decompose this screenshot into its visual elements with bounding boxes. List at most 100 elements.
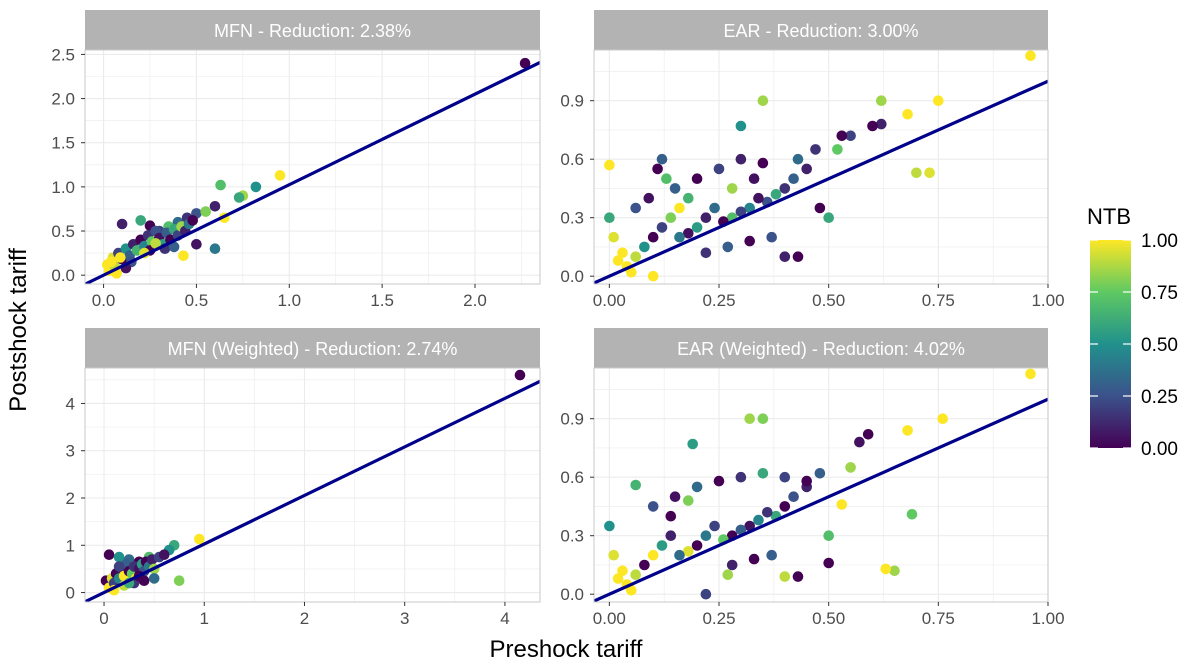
x-tick-label: 0.75 <box>922 291 955 310</box>
data-point <box>722 569 734 580</box>
x-tick-label: 1 <box>200 609 209 628</box>
reference-line <box>594 79 1048 284</box>
data-point <box>691 481 703 493</box>
data-point <box>691 540 703 551</box>
reference-line <box>85 379 540 602</box>
data-point <box>113 551 125 563</box>
data-point <box>1025 50 1036 62</box>
x-tick-label: 0.50 <box>812 609 845 628</box>
y-tick-label: 0.3 <box>560 527 584 546</box>
data-point <box>158 549 170 560</box>
panel-strip <box>85 328 540 368</box>
data-point <box>691 222 703 233</box>
data-point <box>665 510 677 522</box>
data-point <box>691 173 703 184</box>
data-point <box>744 202 755 214</box>
data-point <box>519 57 531 69</box>
data-point <box>608 231 619 243</box>
data-point <box>792 571 804 582</box>
data-point <box>788 491 799 503</box>
data-point <box>726 559 738 571</box>
x-tick-label: 0.00 <box>593 609 626 628</box>
x-tick-label: 0.50 <box>812 291 845 310</box>
data-point <box>700 588 712 600</box>
panel-1: MFN - Reduction: 2.38% 0.0 0.5 1.0 1.5 2.0 0.0… <box>51 10 541 310</box>
data-point <box>823 557 834 569</box>
data-point <box>665 212 677 223</box>
data-point <box>801 163 812 175</box>
data-point <box>766 549 777 561</box>
data-point <box>135 215 146 226</box>
data-point <box>604 159 615 171</box>
data-point <box>612 573 624 584</box>
data-point <box>168 241 180 253</box>
data-point <box>762 507 773 518</box>
data-point <box>630 251 641 262</box>
x-tick-label: 2 <box>300 609 309 628</box>
data-point <box>105 256 117 268</box>
y-tick-label: 0.9 <box>560 92 584 111</box>
data-point <box>735 206 747 218</box>
data-point <box>652 163 663 175</box>
data-point <box>937 413 948 425</box>
x-tick-label: 0.00 <box>593 291 626 310</box>
x-tick-label: 0.25 <box>702 609 735 628</box>
data-point <box>626 585 637 596</box>
data-point <box>836 130 848 142</box>
y-tick-label: 0.9 <box>560 410 584 429</box>
data-point <box>700 212 712 223</box>
x-tick-label: 4 <box>500 609 509 628</box>
data-point <box>683 546 694 557</box>
data-point <box>823 530 834 541</box>
data-point <box>233 192 245 203</box>
data-point <box>194 533 205 545</box>
panel-title: EAR (Weighted) - Reduction: 4.02% <box>677 339 965 359</box>
data-point <box>814 468 826 479</box>
data-point <box>150 238 161 249</box>
data-point <box>250 181 262 193</box>
x-tick-label: 3 <box>400 609 409 628</box>
data-point <box>674 549 685 561</box>
y-tick-label: 0.0 <box>51 266 75 285</box>
y-tick-label: 1.5 <box>51 134 75 153</box>
x-tick-label: 1.0 <box>277 291 301 310</box>
data-point <box>209 201 221 212</box>
data-point <box>661 173 672 184</box>
data-point <box>709 520 720 532</box>
data-point <box>656 222 668 233</box>
data-point <box>788 173 799 184</box>
data-point <box>626 267 637 278</box>
data-point <box>656 153 668 165</box>
x-tick-label: 2.0 <box>463 291 487 310</box>
data-point <box>726 183 738 194</box>
data-point <box>933 95 944 106</box>
data-point <box>744 413 755 425</box>
data-point <box>801 475 812 487</box>
data-point <box>832 144 843 155</box>
data-point <box>630 202 641 214</box>
data-point <box>876 95 887 106</box>
y-tick-label: 0.0 <box>560 585 584 604</box>
data-point <box>639 241 650 253</box>
data-point <box>617 247 628 259</box>
data-point <box>845 130 856 142</box>
data-point <box>779 571 791 582</box>
legend: NTB 1.00 0.75 0.50 0.25 0.00 <box>1087 204 1178 460</box>
data-point <box>604 212 615 223</box>
y-axis-label: Postshock tariff <box>5 248 32 412</box>
data-point <box>608 549 619 561</box>
reference-line <box>594 397 1048 602</box>
data-point <box>647 549 659 561</box>
data-point <box>924 167 935 179</box>
data-point <box>116 218 128 230</box>
panel-title: MFN (Weighted) - Reduction: 2.74% <box>168 339 458 359</box>
data-point <box>757 413 769 425</box>
data-point <box>665 530 677 541</box>
data-point <box>115 252 126 263</box>
data-point <box>748 173 760 184</box>
data-point <box>722 241 734 253</box>
data-point <box>713 475 725 487</box>
data-point <box>191 239 202 250</box>
data-point <box>880 563 891 575</box>
